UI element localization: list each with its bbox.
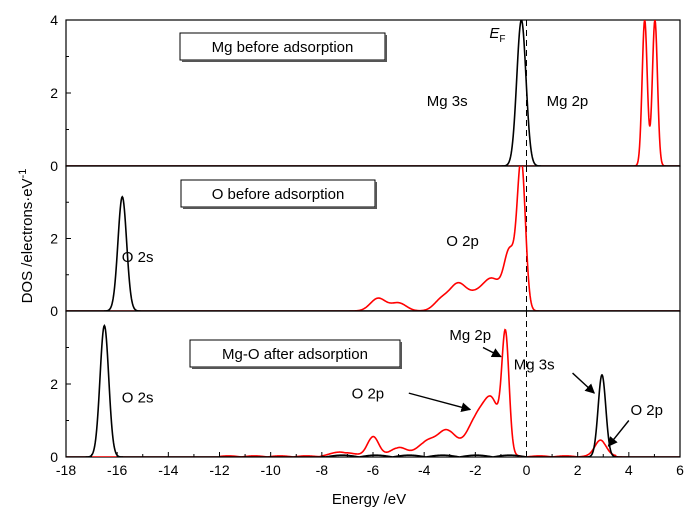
x-tick-label: -4 — [418, 462, 431, 478]
y-tick-label: 0 — [50, 158, 58, 174]
x-tick-label: 4 — [625, 462, 633, 478]
peak-annotation: O 2p — [446, 233, 479, 250]
peak-annotation: O 2s — [122, 249, 154, 266]
panels-layer: 0 2 4 Mg before adsorption Mg 3s Mg 2p EF 0 2 O b… — [50, 12, 681, 465]
x-tick-label: -18 — [56, 462, 76, 478]
x-tick-label: -14 — [158, 462, 178, 478]
panel-title-box-shadow — [385, 35, 387, 62]
y-tick-label: 2 — [50, 85, 58, 101]
peak-annotation: O 2p — [352, 386, 385, 403]
y-axis-label: DOS /electrons·eV-1 — [17, 169, 36, 304]
x-tick-label: -2 — [469, 462, 482, 478]
x-tick-label: -8 — [316, 462, 329, 478]
x-tick-label: 2 — [574, 462, 582, 478]
annotation-arrow — [572, 372, 596, 394]
peak-annotation: O 2s — [122, 389, 154, 406]
panel-title-box — [179, 32, 386, 61]
y-tick-label: 2 — [50, 231, 58, 247]
panel-title-box-shadow — [400, 342, 402, 369]
y-axis-label-main: DOS /electrons·eV — [19, 178, 36, 303]
y-tick-label: 0 — [50, 303, 58, 319]
x-axis: -18 -16 -14 -12 -10 -8 -6 -4 -2 0 2 4 6 — [56, 452, 684, 478]
fermi-level-subscript: F — [499, 34, 505, 45]
panel-frame — [65, 310, 681, 458]
annotation-arrow — [408, 392, 472, 413]
annotation-arrow — [607, 420, 630, 447]
x-tick-label: -6 — [367, 462, 380, 478]
annotation-arrow — [482, 346, 502, 358]
dos-curve-s-orbital — [66, 195, 680, 311]
panel-title: O before adsorption — [212, 186, 345, 203]
peak-annotation: Mg 3s — [427, 93, 468, 110]
panel-1: 0 2 4 Mg before adsorption Mg 3s Mg 2p EF — [50, 12, 681, 174]
x-axis-label: Energy /eV — [332, 491, 406, 508]
panel-3: 0 2 Mg-O after adsorption O 2s Mg 2p O 2p Mg 3… — [50, 310, 681, 465]
dos-curve-p-orbital — [66, 166, 680, 311]
panel-title-box-shadow — [192, 367, 402, 369]
panel-title: Mg-O after adsorption — [222, 346, 368, 363]
x-tick-label: 6 — [676, 462, 684, 478]
panel-title-box-shadow — [182, 60, 387, 62]
peak-annotation: Mg 3s — [514, 356, 555, 373]
peak-annotation: Mg 2p — [449, 327, 491, 344]
x-tick-label: -12 — [209, 462, 229, 478]
y-tick-label: 0 — [50, 449, 58, 465]
peak-annotation: O 2p — [630, 402, 663, 419]
x-tick-label: 0 — [523, 462, 531, 478]
y-axis-label-superscript: -1 — [17, 169, 29, 179]
panel-title-box-shadow — [375, 182, 377, 209]
y-tick-label: 4 — [50, 12, 58, 28]
x-tick-label: -16 — [107, 462, 127, 478]
y-tick-label: 2 — [50, 376, 58, 392]
fermi-level-label: EF — [489, 25, 505, 45]
panel-2: 0 2 O before adsorption O 2s O 2p — [50, 165, 681, 319]
panel-title-box-shadow — [183, 207, 377, 209]
panel-title: Mg before adsorption — [212, 39, 354, 56]
x-tick-label: -10 — [261, 462, 281, 478]
peak-annotation: Mg 2p — [547, 93, 589, 110]
